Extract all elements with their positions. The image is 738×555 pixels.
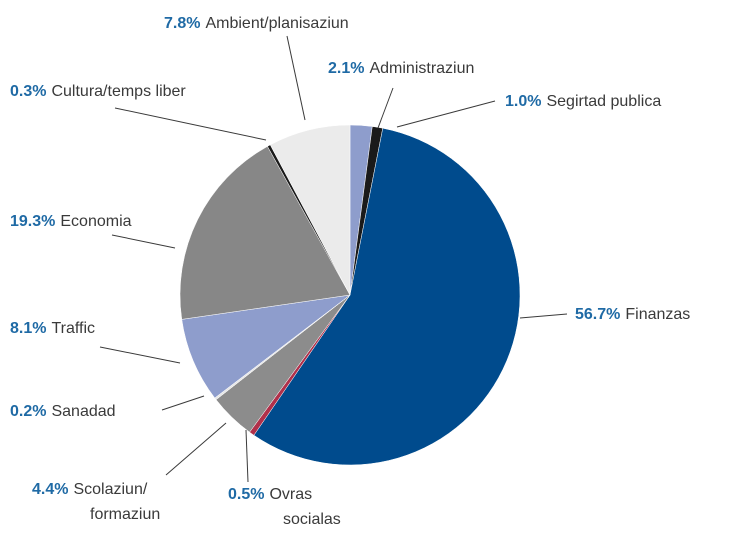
value-label: 2.1% (328, 60, 364, 77)
value-label: 0.2% (10, 403, 46, 420)
leader-line (519, 313, 568, 319)
category-label-line: Sanadad (51, 403, 115, 420)
leader-line (377, 87, 394, 129)
category-label-line: Administraziun (369, 60, 474, 77)
category-label: Administraziun (369, 60, 474, 77)
value-label: 4.4% (32, 481, 68, 498)
category-label-line: Finanzas (625, 306, 690, 323)
category-label: Cultura/temps liber (51, 83, 186, 100)
value-label: 0.3% (10, 83, 46, 100)
category-label: Finanzas (625, 306, 690, 323)
category-label-line: formaziun (90, 506, 160, 523)
value-label: 0.5% (228, 486, 264, 503)
category-label: Ovras socialas (269, 486, 340, 528)
leader-line (161, 395, 205, 411)
value-label: 19.3% (10, 213, 55, 230)
category-label: Ambient/planisaziun (205, 15, 348, 32)
category-label: Segirtad publica (546, 93, 661, 110)
leader-line (245, 429, 249, 483)
category-label: Sanadad (51, 403, 115, 420)
leader-line (99, 346, 181, 364)
category-label-line: Scolaziun/ (73, 481, 147, 498)
leader-line (396, 100, 496, 128)
category-label-line: Cultura/temps liber (51, 83, 186, 100)
value-label: 8.1% (10, 320, 46, 337)
value-label: 56.7% (575, 306, 620, 323)
category-label-line: Ovras (269, 486, 312, 503)
category-label-line: Ambient/planisaziun (205, 15, 348, 32)
pie-slice (253, 127, 521, 466)
leader-line (165, 422, 227, 476)
category-label-line: Economia (60, 213, 131, 230)
pie-slice (179, 146, 351, 320)
category-label: Traffic (51, 320, 95, 337)
category-label: Economia (60, 213, 131, 230)
category-label-line: socialas (283, 511, 341, 528)
category-label: Scolaziun/formaziun (73, 481, 160, 523)
leader-line (286, 35, 306, 121)
leader-line (114, 107, 267, 141)
category-label-line: Segirtad publica (546, 93, 661, 110)
leader-line (111, 234, 176, 249)
category-label-line: Traffic (51, 320, 95, 337)
value-label: 1.0% (505, 93, 541, 110)
pie-slice (269, 124, 351, 296)
value-label: 7.8% (164, 15, 200, 32)
